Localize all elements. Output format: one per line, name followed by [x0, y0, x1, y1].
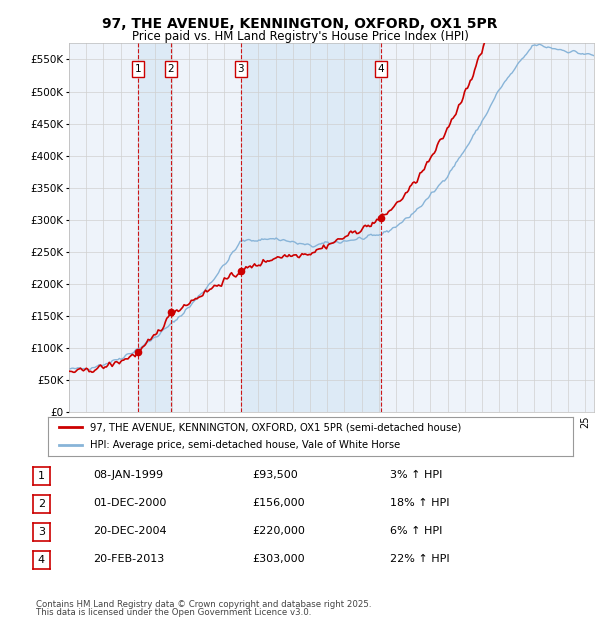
Text: 3% ↑ HPI: 3% ↑ HPI — [390, 470, 442, 480]
Text: 3: 3 — [38, 527, 45, 537]
Text: 3: 3 — [238, 64, 244, 74]
Text: £220,000: £220,000 — [252, 526, 305, 536]
Text: 97, THE AVENUE, KENNINGTON, OXFORD, OX1 5PR: 97, THE AVENUE, KENNINGTON, OXFORD, OX1 … — [102, 17, 498, 32]
Text: 1: 1 — [135, 64, 142, 74]
Text: £93,500: £93,500 — [252, 470, 298, 480]
Text: 18% ↑ HPI: 18% ↑ HPI — [390, 498, 449, 508]
Text: 2: 2 — [167, 64, 174, 74]
Text: HPI: Average price, semi-detached house, Vale of White Horse: HPI: Average price, semi-detached house,… — [90, 440, 400, 450]
Text: 97, THE AVENUE, KENNINGTON, OXFORD, OX1 5PR (semi-detached house): 97, THE AVENUE, KENNINGTON, OXFORD, OX1 … — [90, 422, 461, 432]
Text: 2: 2 — [38, 499, 45, 509]
Text: 6% ↑ HPI: 6% ↑ HPI — [390, 526, 442, 536]
Text: £303,000: £303,000 — [252, 554, 305, 564]
Text: 01-DEC-2000: 01-DEC-2000 — [93, 498, 166, 508]
Text: This data is licensed under the Open Government Licence v3.0.: This data is licensed under the Open Gov… — [36, 608, 311, 617]
Text: 4: 4 — [38, 555, 45, 565]
Bar — [139, 43, 171, 412]
Text: 08-JAN-1999: 08-JAN-1999 — [93, 470, 163, 480]
Text: 1: 1 — [38, 471, 45, 481]
Text: £156,000: £156,000 — [252, 498, 305, 508]
Text: 20-DEC-2004: 20-DEC-2004 — [93, 526, 167, 536]
Text: Price paid vs. HM Land Registry's House Price Index (HPI): Price paid vs. HM Land Registry's House … — [131, 30, 469, 43]
Text: Contains HM Land Registry data © Crown copyright and database right 2025.: Contains HM Land Registry data © Crown c… — [36, 600, 371, 609]
Text: 20-FEB-2013: 20-FEB-2013 — [93, 554, 164, 564]
Text: 22% ↑ HPI: 22% ↑ HPI — [390, 554, 449, 564]
Text: 4: 4 — [378, 64, 385, 74]
Bar — [241, 43, 381, 412]
